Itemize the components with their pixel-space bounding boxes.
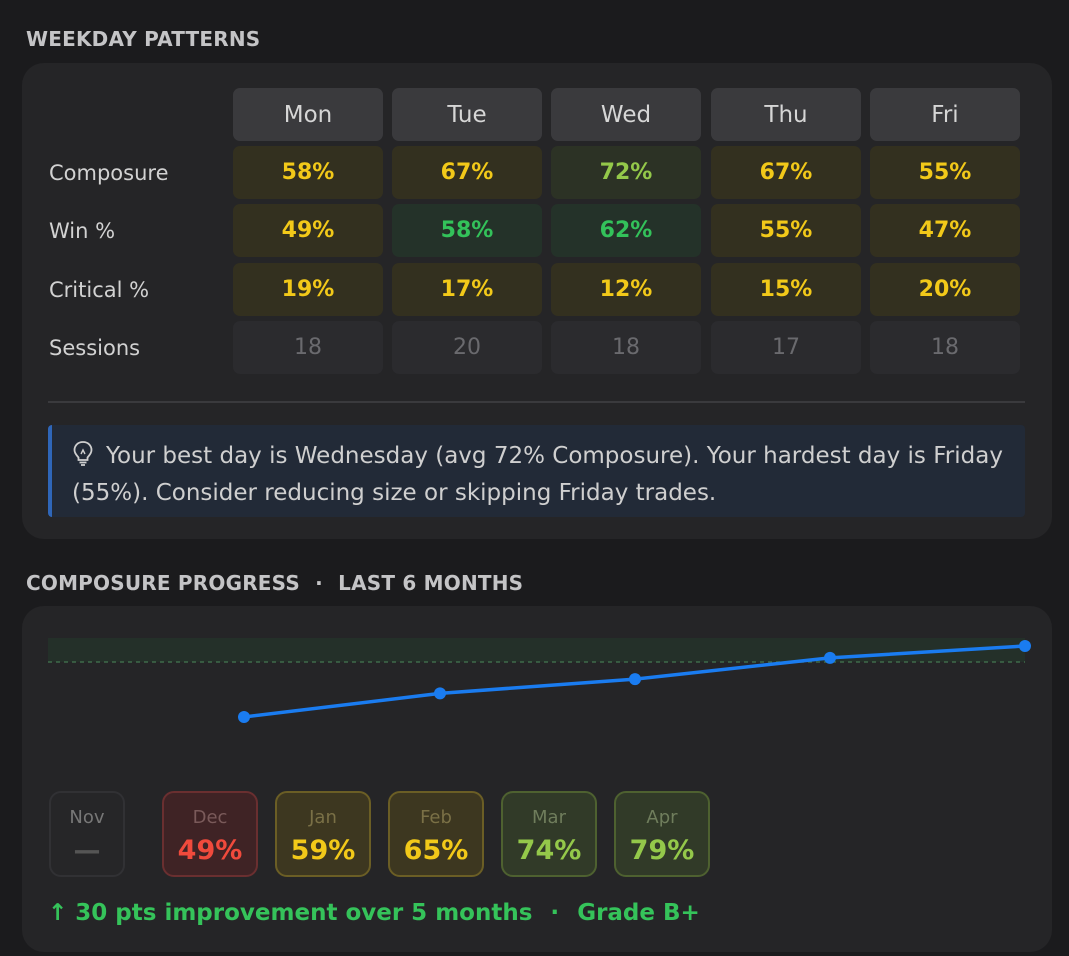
arrow-up-icon: ↑ [48,900,68,926]
summary-separator: · [550,900,560,926]
month-label: Dec [192,807,228,828]
month-label: Nov [69,807,105,828]
month-card-feb: Feb 65% [388,791,484,877]
metric-cell: 17 [711,321,861,374]
metric-cell: 58% [392,204,542,257]
metric-cell: 58% [233,146,383,199]
metric-cell: 15% [711,263,861,316]
month-value: 49% [177,835,243,866]
month-card-dec: Dec 49% [162,791,258,877]
composure-line-chart [48,638,1031,723]
progress-subtitle: LAST 6 MONTHS [338,571,524,595]
row-label: Win % [49,218,116,243]
row-label: Critical % [49,277,150,302]
data-point-apr [1019,640,1031,652]
month-value: 59% [290,835,356,866]
month-card-mar: Mar 74% [501,791,597,877]
month-card-jan: Jan 59% [275,791,371,877]
metric-cell: 62% [551,204,701,257]
day-header-wed: Wed [551,88,701,141]
divider [48,401,1025,403]
data-point-mar [824,651,836,664]
metric-cell: 18 [233,321,383,374]
grade-text: Grade B+ [577,900,700,926]
progress-panel: Nov — Dec 49% Jan 59% Feb 65% Mar 74% Apr 79% ↑ 30 p… [22,606,1052,952]
summary-text: 30 pts improvement over 5 months [75,900,533,926]
insight-box: Your best day is Wednesday (avg 72% Comp… [48,425,1025,517]
month-label: Feb [420,807,452,828]
progress-section-title: COMPOSURE PROGRESS · LAST 6 MONTHS [26,571,523,595]
month-label: Mar [532,807,566,828]
metric-cell: 18 [870,321,1020,374]
insight-text: Your best day is Wednesday (avg 72% Comp… [72,443,1003,506]
metric-cell: 67% [392,146,542,199]
metric-cell: 17% [392,263,542,316]
metric-cell: 19% [233,263,383,316]
row-label: Sessions [49,335,141,360]
data-point-jan [434,687,446,700]
progress-title: COMPOSURE PROGRESS [26,571,300,595]
metric-cell: 67% [711,146,861,199]
weekday-panel: Mon Tue Wed Thu Fri Composure 58% 67% 72% 67% 55% W… [22,63,1052,539]
month-value: 65% [403,835,469,866]
target-band [48,638,1025,662]
month-label: Apr [646,807,678,828]
metric-cell: 12% [551,263,701,316]
metric-cell: 72% [551,146,701,199]
data-point-dec [238,711,250,723]
month-label: Jan [309,807,337,828]
metric-cell: 55% [711,204,861,257]
lightbulb-icon [72,440,94,476]
metric-cell: 20% [870,263,1020,316]
day-header-tue: Tue [392,88,542,141]
day-header-thu: Thu [711,88,861,141]
month-value: 74% [516,835,582,866]
metric-cell: 55% [870,146,1020,199]
month-value: 79% [629,835,695,866]
month-card-nov: Nov — [49,791,125,877]
month-value: — [73,835,101,866]
improvement-summary: ↑ 30 pts improvement over 5 months · Grad… [48,900,700,926]
metric-cell: 20 [392,321,542,374]
metric-cell: 18 [551,321,701,374]
metric-cell: 49% [233,204,383,257]
day-header-fri: Fri [870,88,1020,141]
metric-cell: 47% [870,204,1020,257]
title-separator: · [315,571,323,595]
day-header-mon: Mon [233,88,383,141]
data-point-feb [629,673,641,686]
month-card-apr: Apr 79% [614,791,710,877]
row-label: Composure [49,160,169,185]
weekday-section-title: WEEKDAY PATTERNS [26,27,261,51]
